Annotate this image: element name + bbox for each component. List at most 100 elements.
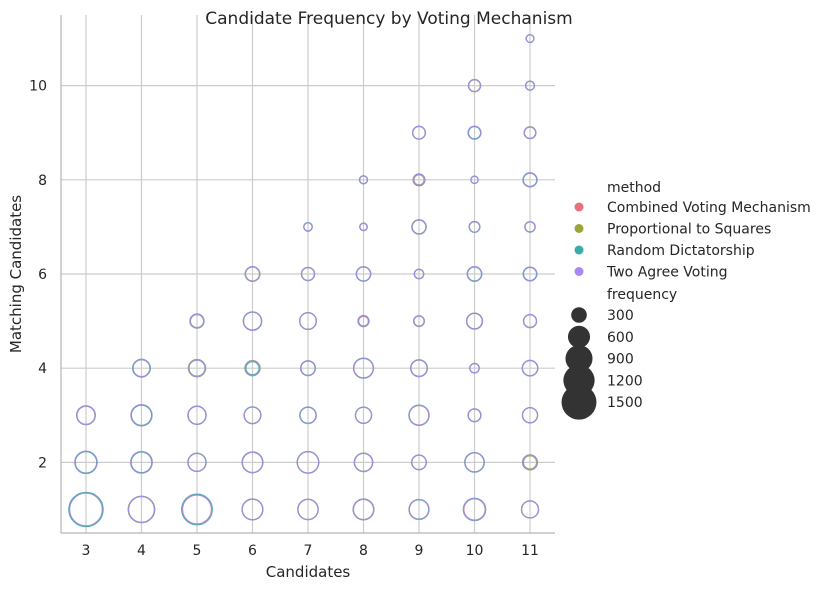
data-point-two-agree-voting xyxy=(520,500,540,519)
data-point-two-agree-voting xyxy=(187,452,207,472)
y-tick-label: 4 xyxy=(38,361,47,377)
data-point-two-agree-voting xyxy=(357,315,370,328)
data-point-random-dictatorship xyxy=(130,404,153,426)
data-point-two-agree-voting xyxy=(353,357,374,379)
data-point-two-agree-voting xyxy=(299,312,317,330)
grid-lines xyxy=(61,15,555,533)
data-point-random-dictatorship xyxy=(68,491,104,528)
data-point-two-agree-voting xyxy=(413,173,426,186)
data-point-two-agree-voting xyxy=(467,408,482,423)
data-point-two-agree-voting xyxy=(413,268,425,280)
chart-title: Candidate Frequency by Voting Mechanism xyxy=(205,9,572,29)
data-point-two-agree-voting xyxy=(241,451,264,474)
legend-label: Random Dictatorship xyxy=(607,243,755,259)
legend-hue-title: method xyxy=(607,180,661,196)
data-point-two-agree-voting xyxy=(466,266,483,282)
data-point-two-agree-voting xyxy=(354,406,373,424)
legend-label: Combined Voting Mechanism xyxy=(607,200,811,216)
legend-size-marker xyxy=(561,384,597,420)
x-tick-label: 10 xyxy=(466,543,484,559)
legend: method frequency Combined Voting Mechani… xyxy=(561,180,811,420)
y-tick-label: 10 xyxy=(29,79,47,95)
data-point-two-agree-voting xyxy=(244,360,261,377)
data-point-two-agree-voting xyxy=(468,221,481,233)
data-point-two-agree-voting xyxy=(470,175,479,184)
data-point-two-agree-voting xyxy=(409,359,429,378)
legend-label: Two Agree Voting xyxy=(606,265,727,281)
y-tick-label: 8 xyxy=(38,173,47,189)
data-point-two-agree-voting xyxy=(69,492,103,527)
legend-size-label: 1200 xyxy=(607,373,643,389)
data-point-two-agree-voting xyxy=(74,450,98,475)
legend-size-label: 1500 xyxy=(607,395,643,411)
x-tick-label: 9 xyxy=(415,543,424,559)
x-tick-label: 7 xyxy=(304,543,313,559)
data-point-two-agree-voting xyxy=(189,313,205,329)
data-point-random-dictatorship xyxy=(74,451,98,474)
data-point-two-agree-voting xyxy=(303,222,313,232)
data-point-two-agree-voting xyxy=(299,406,317,425)
data-point-two-agree-voting xyxy=(352,498,375,521)
data-points xyxy=(68,34,540,528)
data-point-two-agree-voting xyxy=(181,494,213,525)
legend-marker xyxy=(574,202,584,212)
y-tick-label: 2 xyxy=(38,455,47,471)
legend-label: Proportional to Squares xyxy=(607,222,771,238)
x-tick-label: 8 xyxy=(359,543,368,559)
data-point-two-agree-voting xyxy=(408,498,430,520)
x-tick-label: 4 xyxy=(137,543,146,559)
data-point-two-agree-voting xyxy=(355,266,372,282)
data-point-two-agree-voting xyxy=(411,454,427,471)
data-point-two-agree-voting xyxy=(132,359,151,378)
data-point-two-agree-voting xyxy=(465,312,484,330)
data-point-two-agree-voting xyxy=(76,405,96,426)
x-tick-label: 6 xyxy=(248,543,257,559)
data-point-two-agree-voting xyxy=(244,266,261,282)
data-point-two-agree-voting xyxy=(522,313,538,329)
data-point-two-agree-voting xyxy=(525,34,535,43)
data-point-two-agree-voting xyxy=(469,363,480,374)
legend-size-marker xyxy=(565,345,593,373)
data-point-two-agree-voting xyxy=(521,407,539,424)
data-point-two-agree-voting xyxy=(241,498,264,521)
data-point-two-agree-voting xyxy=(525,80,535,91)
legend-size-marker xyxy=(567,325,591,348)
data-point-two-agree-voting xyxy=(522,266,538,282)
legend-size-label: 900 xyxy=(607,352,634,368)
legend-marker xyxy=(574,245,584,255)
data-point-two-agree-voting xyxy=(243,406,262,425)
data-point-two-agree-voting xyxy=(359,222,368,232)
data-point-two-agree-voting xyxy=(359,175,368,185)
x-axis-label: Candidates xyxy=(266,563,351,581)
data-point-two-agree-voting xyxy=(408,404,430,426)
legend-marker xyxy=(574,267,584,276)
data-point-two-agree-voting xyxy=(130,450,153,474)
legend-size-label: 300 xyxy=(607,308,634,324)
data-point-random-dictatorship xyxy=(130,451,153,474)
data-point-two-agree-voting xyxy=(299,360,317,377)
x-tick-label: 3 xyxy=(82,543,91,559)
legend-size-label: 600 xyxy=(607,330,634,346)
data-point-two-agree-voting xyxy=(524,221,536,233)
data-point-two-agree-voting xyxy=(353,452,374,473)
data-point-two-agree-voting xyxy=(467,125,482,140)
data-point-two-agree-voting xyxy=(188,359,206,377)
data-point-two-agree-voting xyxy=(187,405,207,425)
data-point-two-agree-voting xyxy=(467,79,482,93)
data-point-two-agree-voting xyxy=(297,498,319,521)
legend-size-title: frequency xyxy=(607,287,677,303)
data-point-two-agree-voting xyxy=(522,172,538,188)
x-tick-label: 5 xyxy=(193,543,202,559)
data-point-random-dictatorship xyxy=(181,493,213,526)
data-point-two-agree-voting xyxy=(296,451,320,474)
x-tick-label: 11 xyxy=(521,543,539,559)
data-point-two-agree-voting xyxy=(127,495,156,524)
data-point-two-agree-voting xyxy=(522,454,538,471)
y-tick-label: 6 xyxy=(38,267,47,283)
data-point-two-agree-voting xyxy=(300,266,316,282)
data-point-proportional-to-squares xyxy=(522,455,538,470)
data-point-two-agree-voting xyxy=(521,359,539,377)
data-point-two-agree-voting xyxy=(130,404,153,427)
data-point-two-agree-voting xyxy=(412,125,426,140)
